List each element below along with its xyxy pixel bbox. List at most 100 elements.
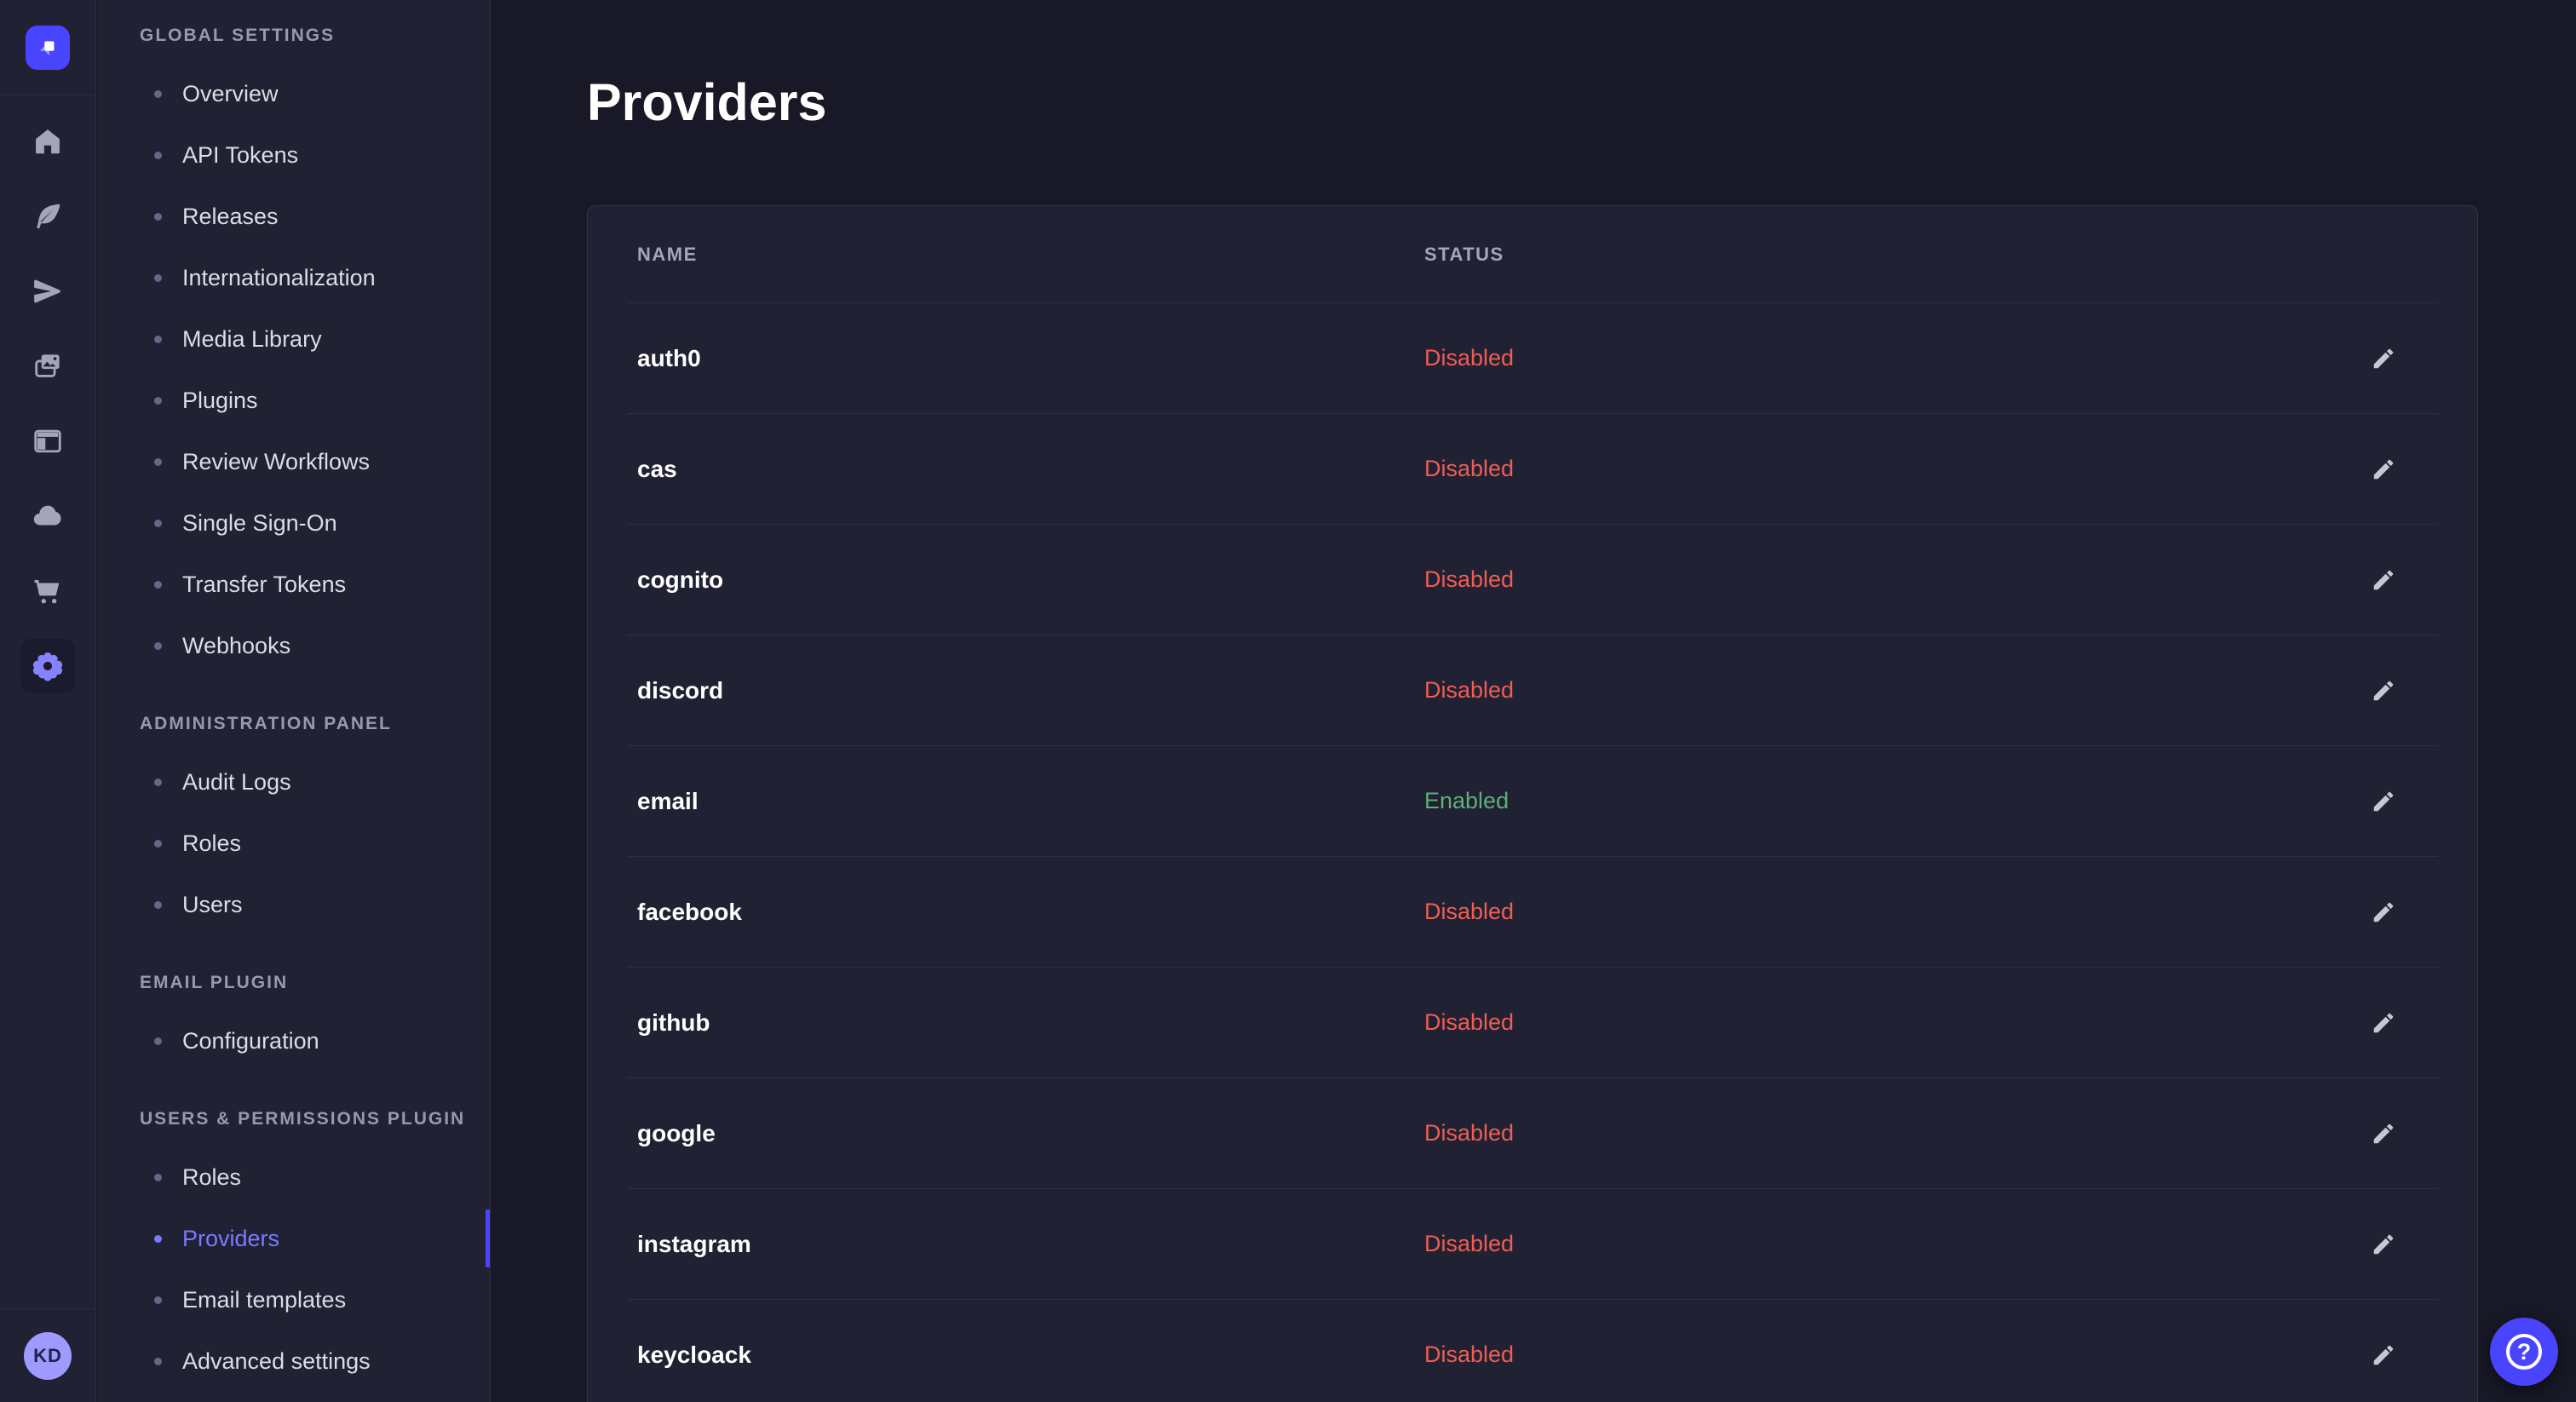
sidebar-section-title: ADMINISTRATION PANEL <box>140 714 392 733</box>
bullet-icon <box>154 900 162 909</box>
sidebar-section: USERS & PERMISSIONS PLUGIN Roles Provide… <box>97 1092 490 1392</box>
help-button[interactable]: ? <box>2490 1318 2558 1386</box>
bullet-icon <box>154 641 162 650</box>
strapi-logo-icon[interactable] <box>26 25 70 70</box>
sidebar-item-configuration[interactable]: Configuration <box>97 1010 490 1072</box>
sidebar-item-label: Providers <box>182 1225 280 1251</box>
bullet-icon <box>154 335 162 343</box>
main-content: Providers NAME STATUS auth0 Disabled cas… <box>492 0 2576 1402</box>
provider-status: Disabled <box>1424 899 1515 924</box>
table-header-row: NAME STATUS <box>627 206 2438 303</box>
settings-gear-icon[interactable] <box>20 639 75 693</box>
bullet-icon <box>154 1037 162 1045</box>
sidebar-item-label: Roles <box>182 1164 242 1190</box>
bullet-icon <box>154 212 162 221</box>
sidebar-item-label: Audit Logs <box>182 768 291 795</box>
sidebar-item-label: Webhooks <box>182 632 291 658</box>
sidebar-section-title: GLOBAL SETTINGS <box>140 26 336 45</box>
sidebar-item-internationalization[interactable]: Internationalization <box>97 247 490 308</box>
edit-provider-button[interactable] <box>2356 1328 2411 1382</box>
provider-status: Disabled <box>1424 566 1515 592</box>
sidebar-item-label: Internationalization <box>182 264 376 290</box>
sidebar-item-review-workflows[interactable]: Review Workflows <box>97 431 490 492</box>
table-row: discord Disabled <box>627 635 2438 746</box>
sidebar-item-audit-logs[interactable]: Audit Logs <box>97 751 490 813</box>
table-row: cognito Disabled <box>627 525 2438 635</box>
bullet-icon <box>154 151 162 159</box>
provider-name: email <box>637 787 699 814</box>
sidebar-section-list: Configuration <box>97 1010 490 1072</box>
column-header-status: STATUS <box>1424 243 1504 265</box>
provider-status: Disabled <box>1424 456 1515 481</box>
content-type-builder-icon[interactable] <box>20 189 75 244</box>
bullet-icon <box>154 839 162 848</box>
sidebar-item-plugins[interactable]: Plugins <box>97 370 490 431</box>
sidebar-item-overview[interactable]: Overview <box>97 63 490 124</box>
edit-provider-button[interactable] <box>2356 996 2411 1050</box>
sidebar-item-label: Transfer Tokens <box>182 571 347 597</box>
sidebar-item-label: Releases <box>182 203 279 229</box>
table-row: github Disabled <box>627 968 2438 1078</box>
bullet-icon <box>154 1296 162 1304</box>
table-row: facebook Disabled <box>627 857 2438 968</box>
provider-name: discord <box>637 676 724 704</box>
sidebar-item-releases[interactable]: Releases <box>97 186 490 247</box>
sidebar-item-roles[interactable]: Roles <box>97 813 490 874</box>
media-library-icon[interactable] <box>20 339 75 394</box>
rail-user-area: KD <box>0 1308 95 1402</box>
provider-status: Disabled <box>1424 1009 1515 1035</box>
provider-name: keycloack <box>637 1341 751 1368</box>
provider-name: instagram <box>637 1230 751 1257</box>
provider-name: cas <box>637 455 677 482</box>
table-body: auth0 Disabled cas Disabled cognito Disa… <box>588 303 2477 1402</box>
sidebar-item-label: Single Sign-On <box>182 509 337 536</box>
sidebar-section: GLOBAL SETTINGS Overview API Tokens Rele… <box>97 9 490 676</box>
logo-area <box>0 0 95 95</box>
table-row: auth0 Disabled <box>627 303 2438 414</box>
sidebar-item-api-tokens[interactable]: API Tokens <box>97 124 490 186</box>
provider-status: Disabled <box>1424 1231 1515 1256</box>
send-icon[interactable] <box>20 264 75 319</box>
sidebar-item-transfer-tokens[interactable]: Transfer Tokens <box>97 554 490 615</box>
sidebar-item-webhooks[interactable]: Webhooks <box>97 615 490 676</box>
table-row: instagram Disabled <box>627 1189 2438 1300</box>
page-title: Providers <box>587 73 827 131</box>
sidebar-section-list: Roles Providers Email templates Advanced… <box>97 1146 490 1392</box>
edit-provider-button[interactable] <box>2356 664 2411 718</box>
avatar[interactable]: KD <box>24 1331 72 1380</box>
sidebar-item-label: Overview <box>182 80 279 106</box>
provider-name: github <box>637 1008 710 1036</box>
bullet-icon <box>154 1234 162 1243</box>
edit-provider-button[interactable] <box>2356 442 2411 497</box>
table-row: keycloack Disabled <box>627 1300 2438 1402</box>
sidebar-item-media-library[interactable]: Media Library <box>97 308 490 370</box>
marketplace-cart-icon[interactable] <box>20 564 75 618</box>
edit-provider-button[interactable] <box>2356 331 2411 386</box>
edit-provider-button[interactable] <box>2356 1217 2411 1272</box>
sidebar-section: EMAIL PLUGIN Configuration <box>97 956 490 1072</box>
sidebar-item-email-templates[interactable]: Email templates <box>97 1269 490 1330</box>
bullet-icon <box>154 89 162 98</box>
edit-provider-button[interactable] <box>2356 1106 2411 1161</box>
sidebar-item-providers[interactable]: Providers <box>97 1208 490 1269</box>
content-manager-icon[interactable] <box>20 414 75 468</box>
home-icon[interactable] <box>20 114 75 169</box>
column-header-name: NAME <box>637 243 698 265</box>
sidebar-item-roles[interactable]: Roles <box>97 1146 490 1208</box>
rail-icon-list <box>0 95 95 714</box>
sidebar-item-label: Plugins <box>182 387 258 413</box>
help-icon: ? <box>2506 1334 2542 1370</box>
sidebar-item-advanced-settings[interactable]: Advanced settings <box>97 1330 490 1392</box>
sidebar-item-users[interactable]: Users <box>97 874 490 935</box>
sidebar-item-single-sign-on[interactable]: Single Sign-On <box>97 492 490 554</box>
sidebar-item-label: Advanced settings <box>182 1347 371 1374</box>
cloud-icon[interactable] <box>20 489 75 543</box>
provider-name: google <box>637 1119 716 1146</box>
sidebar-item-label: Users <box>182 891 243 917</box>
edit-provider-button[interactable] <box>2356 885 2411 939</box>
sidebar-section-title: EMAIL PLUGIN <box>140 973 289 992</box>
edit-provider-button[interactable] <box>2356 553 2411 607</box>
bullet-icon <box>154 519 162 527</box>
edit-provider-button[interactable] <box>2356 774 2411 829</box>
provider-status: Disabled <box>1424 345 1515 371</box>
